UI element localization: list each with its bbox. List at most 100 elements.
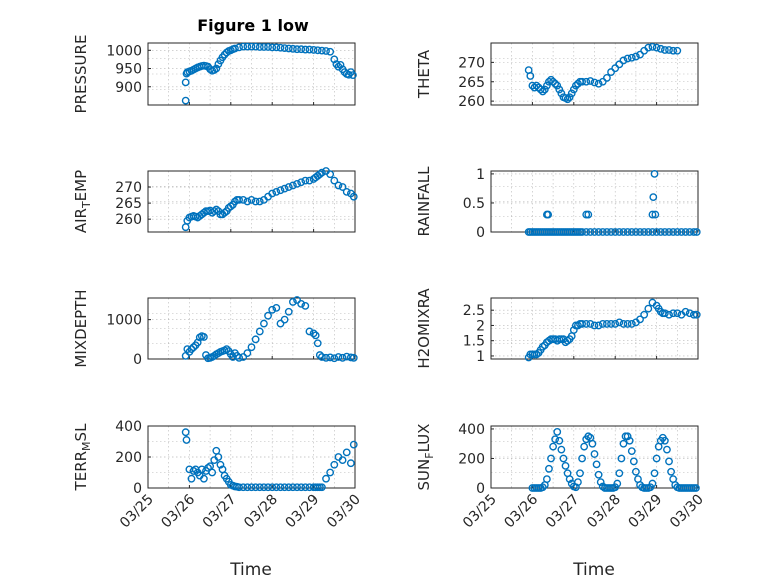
data-point: [288, 298, 297, 306]
data-point: [260, 43, 268, 51]
data-point: [330, 354, 339, 363]
data-point: [346, 353, 355, 362]
data-point: [305, 176, 314, 185]
data-point: [199, 474, 208, 483]
y-tick-label: 2.5: [463, 303, 485, 319]
data-point: [247, 343, 256, 352]
data-point: [648, 479, 657, 488]
y-tick-label: 260: [115, 212, 142, 228]
data-point: [582, 77, 591, 86]
data-point: [578, 454, 586, 463]
data-point: [243, 483, 252, 492]
axes-frame: [490, 170, 699, 233]
data-point: [615, 469, 624, 478]
data-point: [255, 197, 264, 206]
y-tick-label: 200: [458, 451, 485, 467]
axes-frame: [490, 425, 699, 489]
data-point: [594, 228, 603, 236]
data-point: [309, 46, 318, 54]
data-point: [349, 71, 357, 79]
data-point: [235, 195, 243, 204]
data-point: [677, 228, 686, 236]
data-point: [293, 483, 301, 492]
data-point: [264, 483, 272, 492]
data-point: [590, 78, 599, 87]
data-point: [615, 318, 624, 327]
data-point: [251, 335, 260, 344]
data-point: [640, 310, 649, 319]
data-point: [578, 77, 586, 86]
data-point: [584, 210, 593, 219]
data-point: [619, 228, 628, 236]
data-point: [322, 353, 330, 362]
data-point: [660, 228, 669, 236]
data-point: [288, 483, 297, 492]
data-point: [544, 210, 553, 219]
data-point: [288, 44, 297, 53]
data-point: [187, 345, 196, 354]
data-point: [590, 228, 599, 236]
data-point: [648, 228, 657, 236]
data-point: [280, 315, 289, 324]
data-point: [665, 228, 673, 236]
data-point: [315, 170, 324, 179]
data-point: [272, 483, 281, 492]
data-point: [220, 208, 229, 217]
data-point: [636, 50, 644, 59]
data-point: [619, 439, 628, 448]
data-point: [301, 176, 310, 185]
data-point: [226, 202, 235, 211]
data-point: [301, 45, 310, 54]
data-point: [305, 327, 314, 336]
y-axis-label: RAINFALL: [415, 166, 433, 237]
data-point: [538, 483, 547, 492]
data-point: [255, 327, 264, 336]
data-point: [607, 228, 615, 236]
data-point: [181, 96, 190, 105]
data-point: [243, 349, 252, 357]
data-point: [208, 468, 217, 477]
data-point: [627, 228, 636, 236]
data-point: [636, 315, 644, 324]
data-point: [239, 42, 248, 51]
data-point: [592, 460, 601, 469]
data-point: [590, 450, 599, 458]
data-point: [623, 54, 632, 63]
data-point: [322, 47, 330, 55]
y-tick-label: 265: [115, 196, 142, 212]
data-point: [338, 183, 347, 191]
data-point: [692, 484, 700, 492]
data-point: [264, 43, 272, 51]
data-point: [613, 479, 622, 488]
data-point: [181, 428, 190, 437]
y-tick-label: 0: [476, 225, 485, 241]
data-point: [284, 483, 293, 492]
data-point: [349, 353, 358, 362]
data-point: [594, 470, 603, 479]
data-point: [673, 46, 682, 55]
data-point: [297, 178, 306, 187]
data-point: [330, 176, 339, 185]
data-point: [615, 60, 624, 69]
subplot-pressure: 1000 950 900 PRESSURE: [72, 35, 357, 113]
data-point: [669, 46, 678, 55]
data-point: [665, 457, 673, 466]
data-point: [189, 343, 198, 352]
data-point: [547, 454, 555, 463]
data-point: [576, 469, 584, 478]
data-point: [222, 345, 231, 354]
data-point: [617, 454, 626, 463]
data-point: [563, 95, 572, 104]
figure-title: Figure 1 low: [197, 16, 309, 35]
data-point: [309, 329, 318, 338]
data-point: [260, 483, 268, 492]
data-point: [667, 467, 675, 476]
data-point: [665, 46, 673, 54]
y-tick-label: 900: [115, 80, 142, 96]
data-point: [580, 442, 589, 451]
data-point: [594, 79, 603, 88]
data-point: [607, 320, 615, 328]
data-point: [313, 339, 322, 348]
data-point: [214, 453, 223, 461]
